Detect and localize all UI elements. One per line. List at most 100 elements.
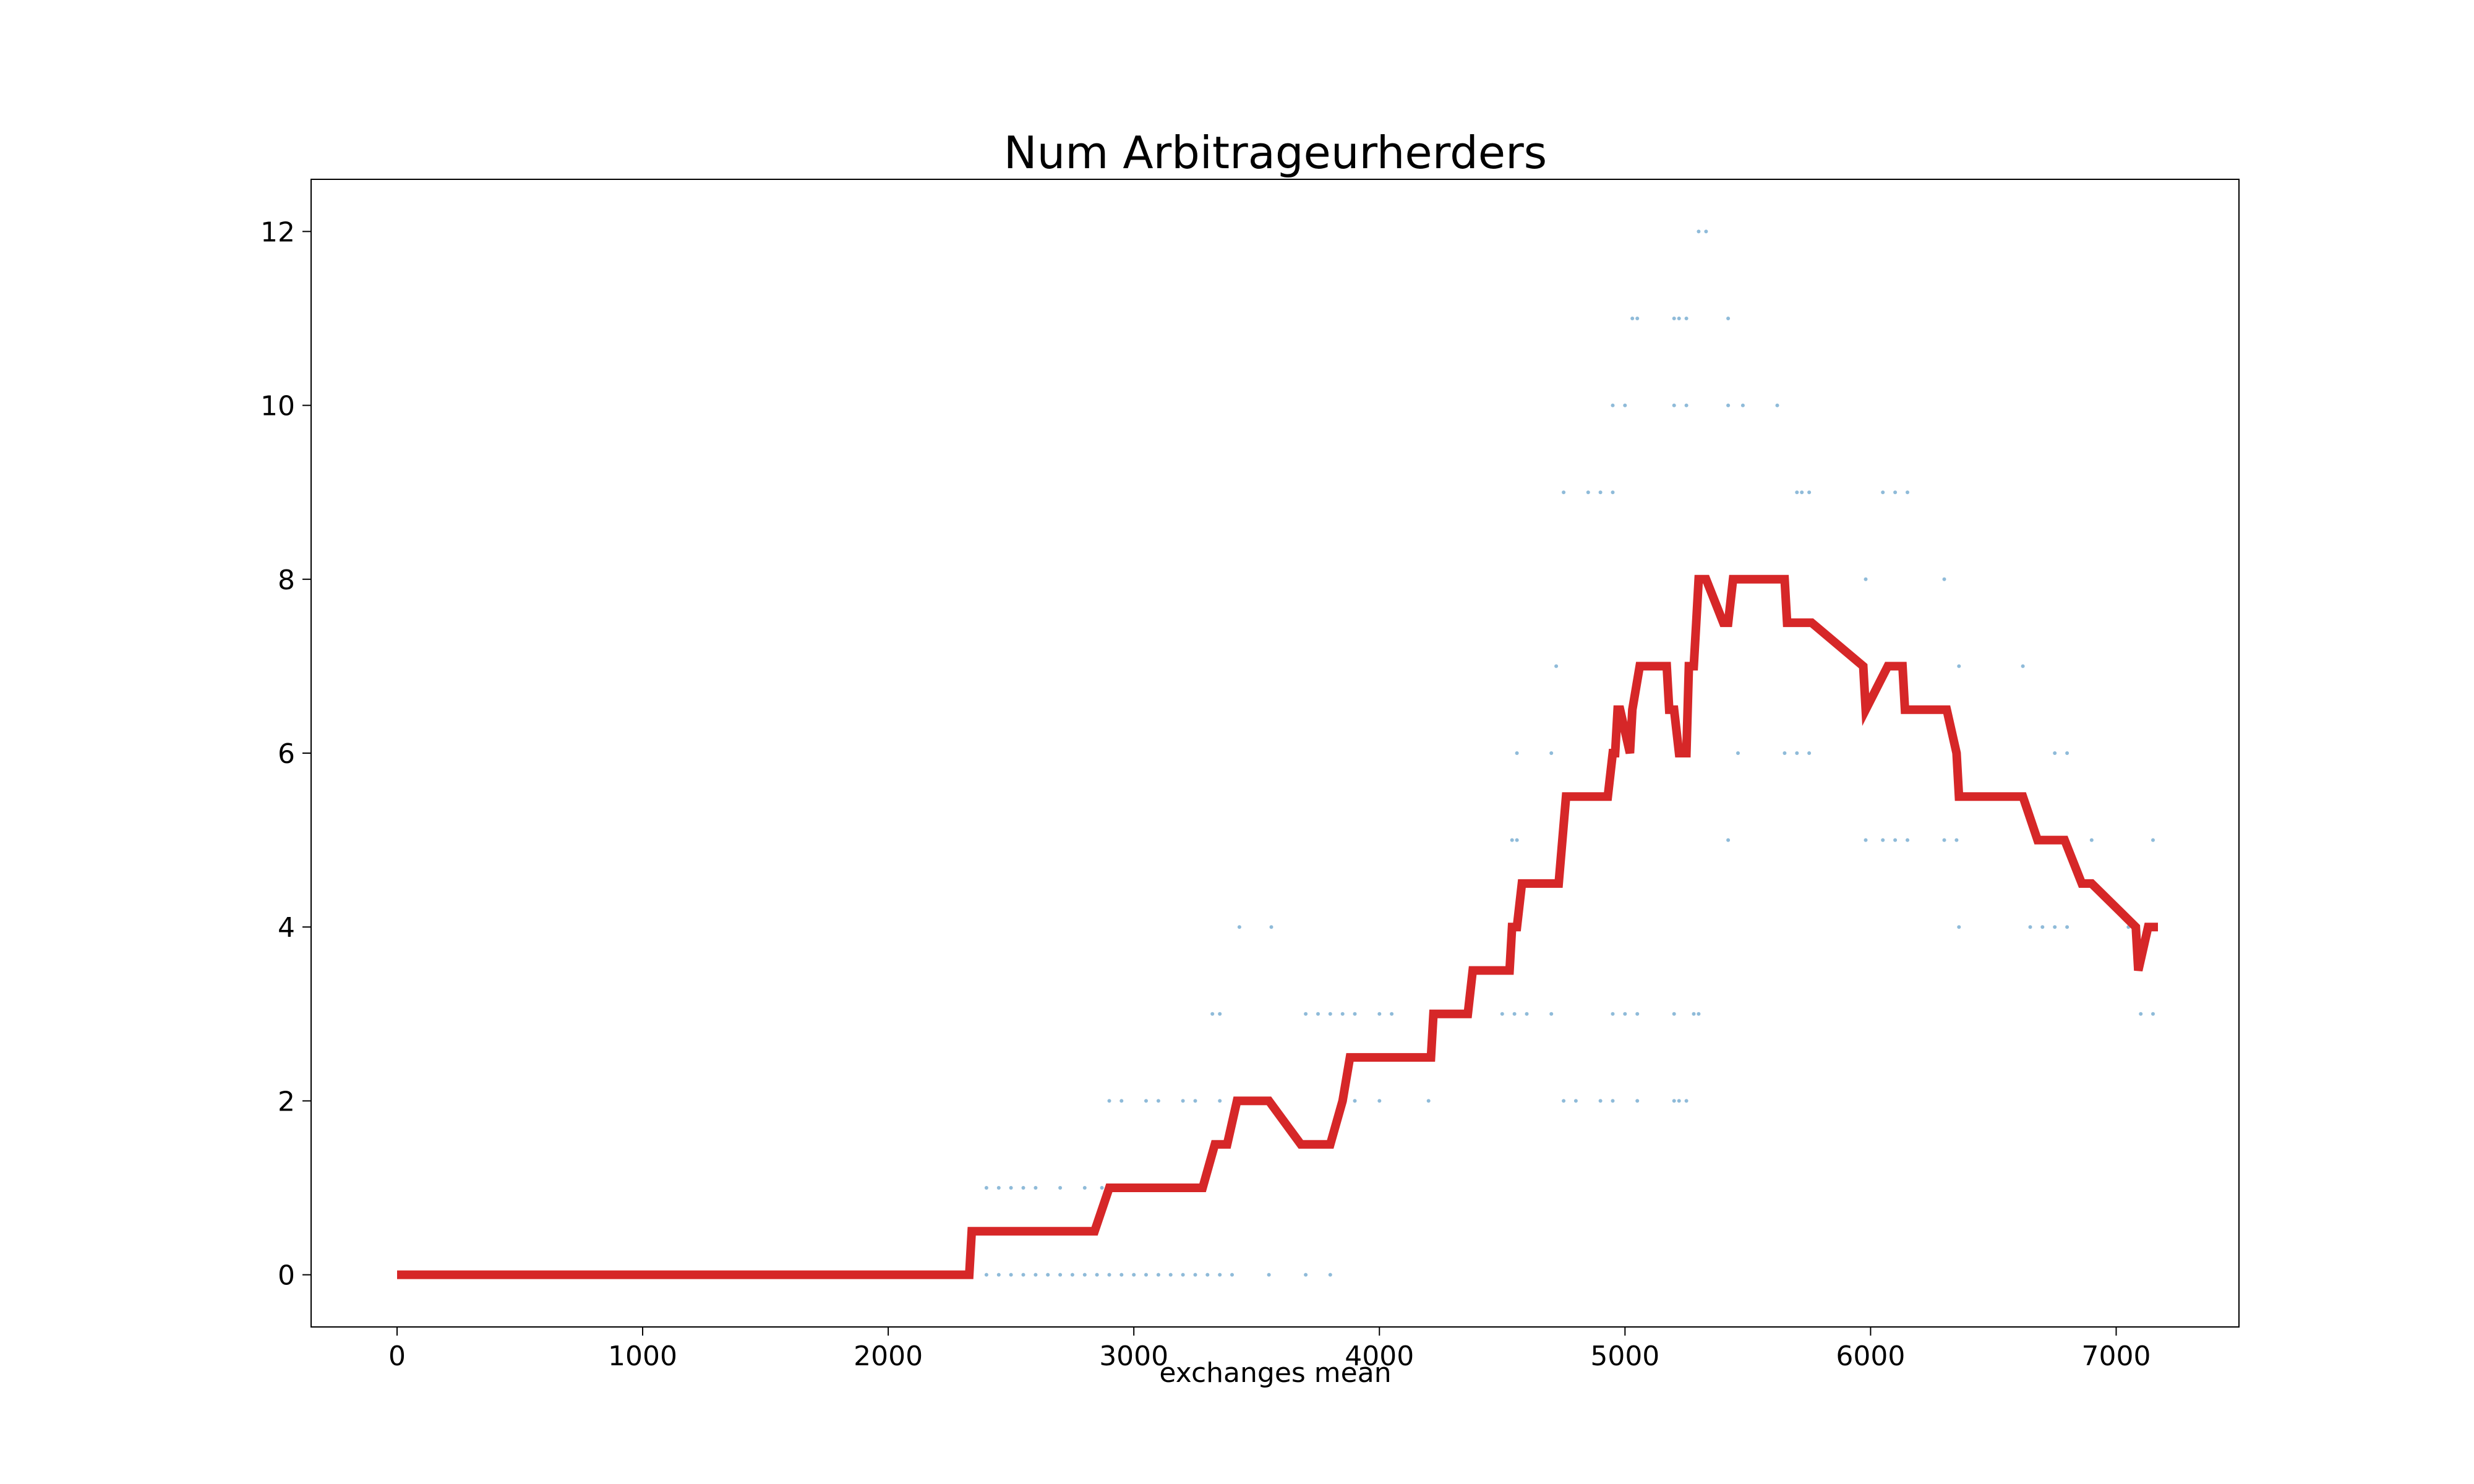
scatter-point — [2028, 925, 2032, 929]
scatter-point — [2053, 925, 2057, 929]
scatter-point — [1677, 317, 1681, 320]
x-tick-label: 4000 — [1345, 1341, 1414, 1372]
scatter-point — [1684, 403, 1689, 407]
scatter-point — [1267, 1273, 1271, 1277]
scatter-point — [1058, 1186, 1063, 1190]
scatter-point — [1009, 1186, 1013, 1190]
scatter-point — [1119, 1273, 1124, 1277]
scatter-point — [1942, 838, 1946, 842]
scatter-point — [1775, 403, 1779, 407]
scatter-point — [1726, 403, 1731, 407]
scatter-point — [1957, 664, 1961, 668]
scatter-point — [1586, 490, 1590, 495]
scatter-point — [1954, 838, 1959, 842]
scatter-point — [1512, 1012, 1517, 1016]
scatter-point — [1672, 317, 1676, 320]
scatter-point — [1672, 1012, 1676, 1016]
scatter-point — [1611, 403, 1615, 407]
scatter-point — [1181, 1273, 1185, 1277]
series-line — [397, 574, 2158, 1279]
scatter-point — [1328, 1012, 1332, 1016]
scatter-point — [1630, 317, 1635, 320]
scatter-point — [1210, 1012, 1215, 1016]
scatter-point — [1515, 751, 1519, 755]
plot-area — [397, 229, 2158, 1279]
scatter-point — [1704, 229, 1708, 234]
scatter-point — [2089, 838, 2094, 842]
scatter-point — [1893, 490, 1898, 495]
scatter-point — [1353, 1099, 1357, 1103]
scatter-point — [1269, 925, 1273, 929]
scatter-point — [1684, 1099, 1689, 1103]
x-tick-label: 3000 — [1099, 1341, 1168, 1372]
scatter-point — [996, 1186, 1001, 1190]
scatter-point — [1573, 1099, 1578, 1103]
scatter-point — [1218, 1012, 1222, 1016]
scatter-point — [1623, 1012, 1627, 1016]
scatter-point — [1205, 1273, 1210, 1277]
scatter-point — [1611, 1099, 1615, 1103]
scatter-point — [1218, 1273, 1222, 1277]
scatter-point — [1390, 1012, 1394, 1016]
scatter-point — [1021, 1186, 1025, 1190]
scatter-point — [1783, 751, 1787, 755]
scatter-point — [1193, 1273, 1197, 1277]
scatter-point — [2021, 664, 2025, 668]
scatter-point — [1864, 838, 1868, 842]
scatter-point — [1100, 1186, 1104, 1190]
scatter-point — [1684, 317, 1689, 320]
scatter-point — [984, 1186, 988, 1190]
scatter-point — [1168, 1273, 1173, 1277]
scatter-point — [1304, 1012, 1308, 1016]
y-tick-label: 2 — [278, 1086, 295, 1117]
scatter-point — [1070, 1273, 1074, 1277]
scatter-point — [2151, 1012, 2155, 1016]
scatter-point — [2065, 925, 2070, 929]
x-tick-label: 7000 — [2081, 1341, 2151, 1372]
scatter-point — [1549, 1012, 1554, 1016]
scatter-point — [1515, 838, 1519, 842]
scatter-point — [1726, 838, 1731, 842]
scatter-point — [2053, 751, 2057, 755]
scatter-point — [1525, 1012, 1529, 1016]
scatter-point — [1181, 1099, 1185, 1103]
scatter-point — [1726, 317, 1731, 320]
scatter-point — [1304, 1273, 1308, 1277]
scatter-point — [2151, 838, 2155, 842]
scatter-point — [1906, 490, 1909, 495]
scatter-point — [1107, 1099, 1111, 1103]
scatter-point — [1635, 317, 1640, 320]
y-tick-label: 4 — [278, 912, 295, 944]
scatter-point — [1082, 1186, 1087, 1190]
scatter-point — [1893, 838, 1898, 842]
x-tick-label: 2000 — [854, 1341, 923, 1372]
scatter-point — [1598, 1099, 1603, 1103]
scatter-point — [1554, 664, 1559, 668]
scatter-point — [1058, 1273, 1063, 1277]
x-tick-label: 6000 — [1836, 1341, 1905, 1372]
plot-frame — [310, 179, 2240, 1328]
scatter-point — [1957, 925, 1961, 929]
scatter-point — [2139, 1012, 2143, 1016]
scatter-point — [2065, 751, 2070, 755]
scatter-point — [1021, 1273, 1025, 1277]
scatter-point — [1906, 838, 1909, 842]
y-tick-label: 12 — [260, 216, 295, 248]
scatter-point — [996, 1273, 1001, 1277]
scatter-point — [1692, 1012, 1696, 1016]
scatter-point — [1740, 403, 1745, 407]
scatter-point — [1377, 1012, 1382, 1016]
scatter-point — [1009, 1273, 1013, 1277]
scatter-point — [1510, 838, 1514, 842]
scatter-point — [1795, 751, 1799, 755]
scatter-point — [1549, 751, 1554, 755]
y-tick-label: 10 — [260, 391, 295, 422]
scatter-point — [1046, 1273, 1050, 1277]
scatter-point — [1795, 490, 1799, 495]
scatter-point — [1807, 751, 1812, 755]
scatter-point — [1611, 1012, 1615, 1016]
scatter-point — [1672, 403, 1676, 407]
chart-title: Num Arbitrageurherders — [1004, 127, 1547, 179]
x-axis-label: exchanges mean — [1159, 1357, 1391, 1389]
